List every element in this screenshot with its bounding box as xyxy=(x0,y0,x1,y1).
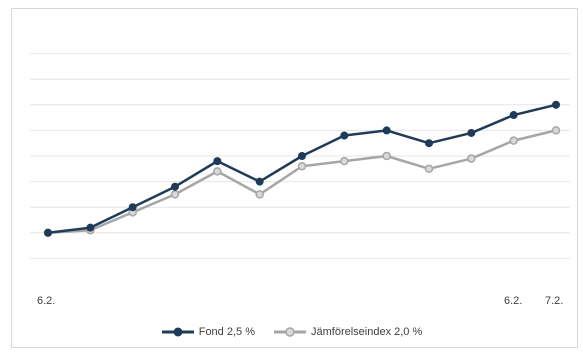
series-group xyxy=(43,100,561,238)
legend-label-index: Jämförelseindex 2,0 % xyxy=(310,326,423,338)
legend-marker-fond xyxy=(161,327,194,337)
data-point-fond xyxy=(44,228,52,237)
legend: Fond 2,5 % Jämförelseindex 2,0 % xyxy=(0,326,583,338)
data-point-fond xyxy=(298,152,306,160)
legend-item-fond: Fond 2,5 % xyxy=(161,326,255,338)
x-tick-label-first: 6.2. xyxy=(37,295,55,307)
data-point-fond xyxy=(509,111,518,120)
legend-marker-index xyxy=(273,327,306,337)
data-point-fond xyxy=(425,139,433,148)
data-point-fond xyxy=(382,126,391,135)
data-point-index xyxy=(170,190,180,199)
data-point-fond xyxy=(128,203,137,212)
data-point-index xyxy=(467,154,476,163)
data-point-fond xyxy=(340,131,349,140)
data-point-index xyxy=(255,190,264,199)
data-point-fond xyxy=(552,100,560,109)
x-tick-label-last: 7.2. xyxy=(545,295,563,307)
x-axis-ticks: 6.2. 6.2. 7.2. xyxy=(37,295,563,307)
chart-frame xyxy=(11,8,578,348)
data-point-fond xyxy=(255,177,264,186)
data-point-index xyxy=(213,167,222,176)
legend-label-fond: Fond 2,5 % xyxy=(198,326,255,338)
data-point-fond xyxy=(171,182,179,191)
data-point-fond xyxy=(213,157,222,166)
data-point-index xyxy=(424,164,434,174)
data-point-index xyxy=(382,151,391,161)
data-point-index xyxy=(509,136,518,145)
data-point-fond xyxy=(86,223,95,232)
data-point-index xyxy=(297,161,307,171)
x-tick-label-second: 6.2. xyxy=(504,295,522,307)
data-point-index xyxy=(551,126,561,135)
data-point-index xyxy=(340,156,349,166)
data-point-fond xyxy=(467,128,476,137)
legend-item-index: Jämförelseindex 2,0 % xyxy=(273,326,422,338)
